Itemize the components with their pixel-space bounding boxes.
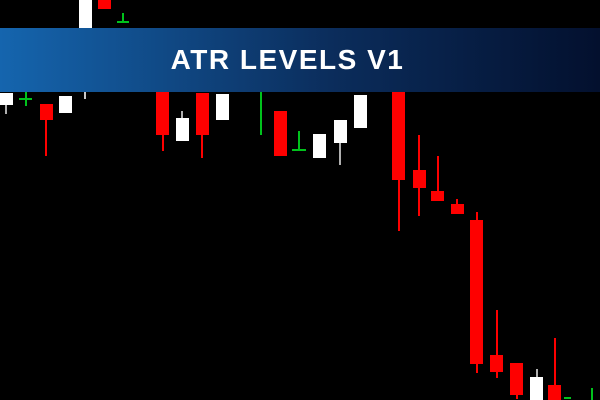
inverted_t-marker-line (298, 131, 300, 150)
candle-body (548, 385, 561, 400)
candle-body (490, 355, 503, 372)
candle-body (97, 0, 111, 9)
candle-body (215, 94, 229, 120)
banner-title: ATR LEVELS V1 (170, 44, 405, 75)
title-banner: ATR LEVELS V1 (0, 28, 600, 92)
candle-body (450, 204, 464, 214)
vline-marker-line (260, 92, 262, 135)
candle-body (470, 220, 483, 364)
candle-body (392, 91, 405, 180)
candle-wick (436, 156, 439, 201)
candle-body (156, 91, 169, 135)
inverted_t-marker-line (121, 13, 124, 22)
candle-body (0, 93, 13, 105)
wick_stub-marker-line (84, 92, 86, 99)
candle-body (313, 134, 326, 158)
vline-marker-line (591, 388, 593, 400)
hdash-marker-bar (564, 396, 571, 399)
candle-body (274, 111, 287, 156)
inverted_t-marker-bar (292, 149, 306, 151)
candle-body (175, 118, 189, 141)
candle-body (431, 191, 444, 201)
candle-body (412, 170, 426, 188)
candle-body (353, 95, 367, 128)
candle-body (195, 93, 209, 135)
candle-body (530, 377, 543, 400)
candle-body (510, 363, 523, 395)
inverted_t-marker-bar (116, 21, 129, 23)
candle-wick (553, 338, 556, 400)
candle-body (333, 120, 347, 143)
cross-marker-bar (19, 97, 32, 100)
candle-wick (45, 104, 47, 156)
candle-body (78, 0, 92, 29)
candle-body (39, 104, 53, 120)
candle-body (59, 96, 72, 113)
candle-wick (495, 310, 498, 378)
